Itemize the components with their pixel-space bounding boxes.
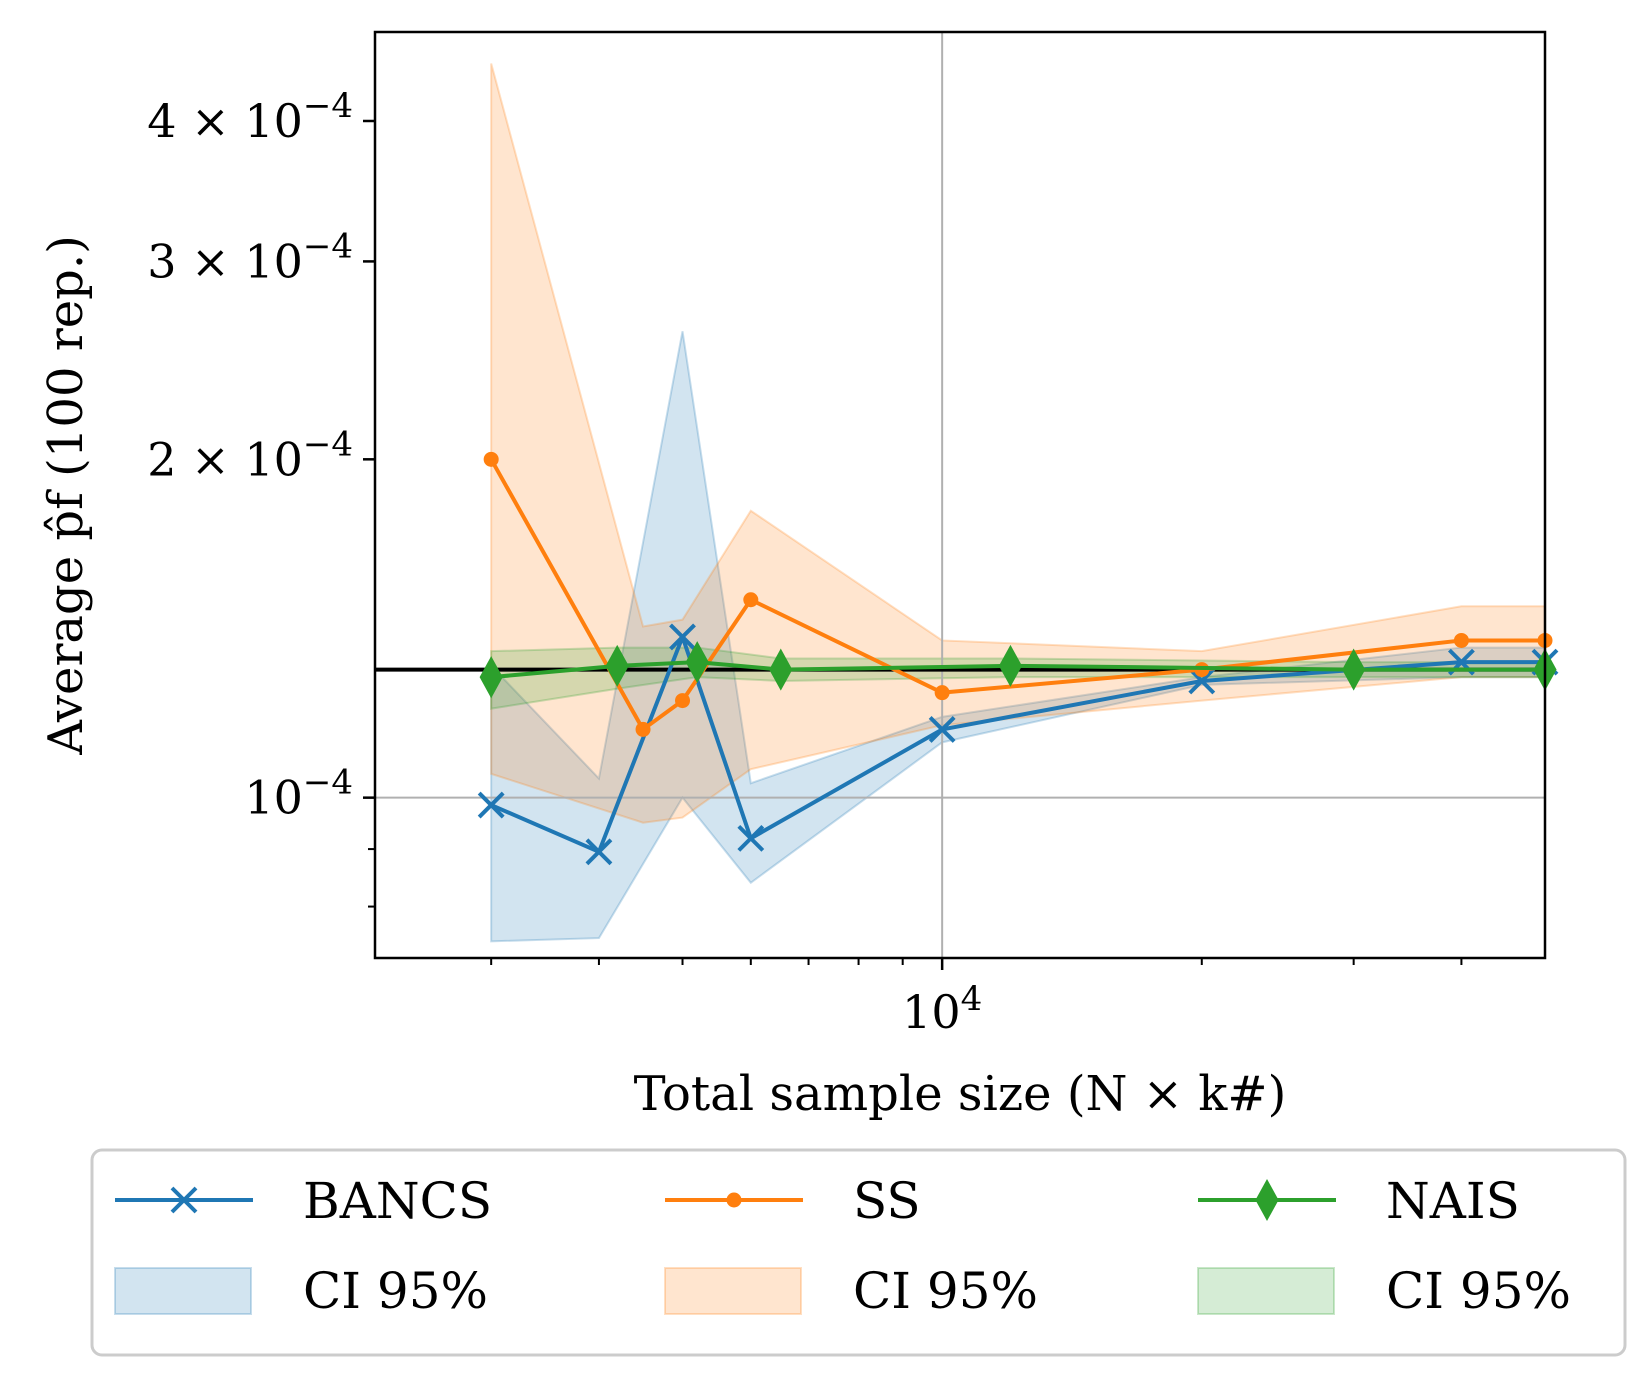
data-point-bancs bbox=[928, 716, 956, 743]
data-point-bancs bbox=[477, 791, 505, 819]
data-point-nais bbox=[1342, 648, 1366, 691]
legend-label: CI 95% bbox=[1386, 1262, 1571, 1320]
data-point-ss bbox=[1453, 632, 1469, 648]
legend-marker-stroke-b bbox=[170, 1186, 198, 1214]
data-point-ss bbox=[675, 693, 691, 709]
data-point-bancs bbox=[737, 824, 765, 852]
ci-band-ss bbox=[490, 63, 1546, 824]
legend-swatch-band bbox=[1197, 1267, 1335, 1315]
legend-label: BANCS bbox=[303, 1172, 492, 1230]
y-tick-label: 10−4 bbox=[244, 763, 353, 825]
ci-bands bbox=[490, 63, 1546, 943]
x-tick-label: 104 bbox=[902, 979, 982, 1039]
y-tick-label: 3 × 10−4 bbox=[147, 226, 353, 288]
series-line-ss bbox=[489, 458, 1545, 732]
legend-swatch-band bbox=[114, 1267, 252, 1315]
series-line-bancs bbox=[490, 634, 1545, 854]
legend-label: SS bbox=[853, 1172, 921, 1230]
data-point-nais bbox=[479, 656, 503, 699]
legend-marker bbox=[170, 1186, 198, 1214]
grid-lines bbox=[375, 32, 1545, 958]
data-point-bancs bbox=[585, 838, 613, 866]
data-point-bancs-stroke-b bbox=[669, 623, 696, 651]
legend-label: NAIS bbox=[1386, 1172, 1520, 1230]
legend-label: CI 95% bbox=[303, 1262, 488, 1320]
x-axis-label: Total sample size (N × k#) bbox=[634, 1066, 1287, 1122]
data-point-bancs-stroke-b bbox=[737, 824, 765, 852]
y-axis-label: Average p̂f (100 rep.) bbox=[38, 235, 94, 756]
data-point-nais bbox=[605, 644, 629, 687]
data-point-bancs-stroke-b bbox=[585, 838, 613, 866]
y-tick-label: 2 × 10−4 bbox=[147, 424, 353, 486]
data-point-ss bbox=[483, 451, 499, 467]
data-point-nais bbox=[769, 648, 793, 691]
legend-label: CI 95% bbox=[853, 1262, 1038, 1320]
data-point-bancs-stroke-b bbox=[928, 716, 956, 743]
data-point-nais bbox=[685, 641, 709, 684]
legend-swatch-band bbox=[664, 1267, 802, 1315]
data-point-nais bbox=[998, 644, 1023, 687]
data-point-ss bbox=[934, 685, 950, 701]
series-lines bbox=[477, 451, 1559, 866]
legend-marker bbox=[1255, 1178, 1279, 1222]
data-point-bancs-stroke-b bbox=[477, 791, 505, 819]
legend-marker bbox=[726, 1192, 742, 1208]
data-point-bancs bbox=[669, 623, 696, 651]
data-point-bancs bbox=[1188, 667, 1216, 695]
plot-frame bbox=[373, 30, 1547, 960]
data-point-bancs-stroke-b bbox=[1188, 667, 1216, 695]
y-tick-label: 4 × 10−4 bbox=[147, 86, 353, 148]
data-point-ss bbox=[635, 721, 651, 737]
data-point-ss bbox=[743, 592, 759, 608]
legend: BANCS SS NAIS CI 95% CI 95% CI 95% bbox=[90, 1148, 1627, 1357]
